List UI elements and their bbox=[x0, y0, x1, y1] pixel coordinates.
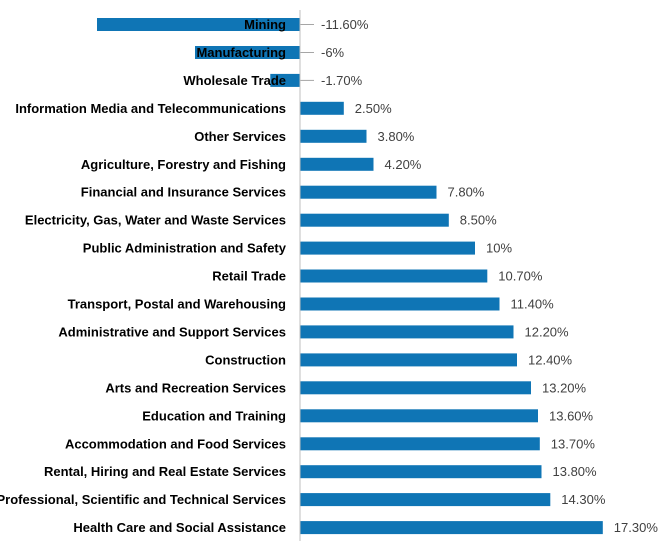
value-label-1: -6% bbox=[321, 45, 345, 60]
category-label-10: Transport, Postal and Warehousing bbox=[68, 297, 286, 312]
category-label-14: Education and Training bbox=[142, 408, 286, 423]
value-label-11: 12.20% bbox=[525, 324, 570, 339]
category-label-13: Arts and Recreation Services bbox=[105, 380, 286, 395]
bar-17 bbox=[300, 493, 551, 507]
category-label-11: Administrative and Support Services bbox=[58, 324, 286, 339]
category-label-2: Wholesale Trade bbox=[183, 73, 286, 88]
category-label-7: Electricity, Gas, Water and Waste Servic… bbox=[25, 213, 286, 228]
value-label-15: 13.70% bbox=[551, 436, 596, 451]
category-label-4: Other Services bbox=[194, 129, 286, 144]
value-label-7: 8.50% bbox=[460, 213, 497, 228]
value-label-5: 4.20% bbox=[385, 157, 422, 172]
bar-12 bbox=[300, 353, 517, 367]
value-label-4: 3.80% bbox=[378, 129, 415, 144]
value-labels-layer: -11.60% -6% -1.70% 2.50% 3.80% 4.20% 7.80% 8.50… bbox=[321, 17, 658, 535]
bar-15 bbox=[300, 437, 540, 451]
bar-14 bbox=[300, 409, 538, 423]
bar-3 bbox=[300, 101, 344, 115]
category-label-6: Financial and Insurance Services bbox=[81, 185, 286, 200]
category-label-16: Rental, Hiring and Real Estate Services bbox=[44, 464, 286, 479]
bar-11 bbox=[300, 325, 514, 339]
value-label-14: 13.60% bbox=[549, 408, 594, 423]
category-label-12: Construction bbox=[205, 352, 286, 367]
value-label-2: -1.70% bbox=[321, 73, 363, 88]
bar-10 bbox=[300, 297, 500, 311]
category-label-8: Public Administration and Safety bbox=[83, 241, 287, 256]
value-label-12: 12.40% bbox=[528, 352, 573, 367]
value-label-10: 11.40% bbox=[511, 297, 555, 312]
category-label-15: Accommodation and Food Services bbox=[65, 436, 286, 451]
bar-2 bbox=[270, 73, 301, 87]
value-label-8: 10% bbox=[486, 241, 512, 256]
value-label-0: -11.60% bbox=[321, 17, 369, 32]
value-label-9: 10.70% bbox=[498, 269, 543, 284]
category-label-5: Agriculture, Forestry and Fishing bbox=[81, 157, 286, 172]
value-label-18: 17.30% bbox=[614, 520, 659, 535]
bar-18 bbox=[300, 521, 603, 535]
category-labels-layer: Mining Manufacturing Wholesale Trade Inform… bbox=[0, 17, 287, 535]
bar-6 bbox=[300, 185, 437, 199]
bar-4 bbox=[300, 129, 367, 143]
leader-lines-layer bbox=[300, 24, 314, 81]
bar-5 bbox=[300, 157, 374, 171]
bar-16 bbox=[300, 465, 542, 479]
bar-9 bbox=[300, 269, 488, 283]
category-label-1: Manufacturing bbox=[196, 45, 286, 60]
category-label-9: Retail Trade bbox=[212, 269, 286, 284]
bar-7 bbox=[300, 213, 449, 227]
value-label-3: 2.50% bbox=[355, 101, 392, 116]
value-label-17: 14.30% bbox=[561, 492, 606, 507]
category-label-17: Professional, Scientific and Technical S… bbox=[0, 492, 286, 507]
bar-0 bbox=[97, 18, 300, 31]
bars-layer bbox=[97, 18, 603, 535]
bar-8 bbox=[300, 241, 475, 255]
category-label-0: Mining bbox=[244, 17, 286, 32]
category-label-3: Information Media and Telecommunications bbox=[15, 101, 286, 116]
value-label-6: 7.80% bbox=[448, 185, 485, 200]
value-label-13: 13.20% bbox=[542, 380, 587, 395]
bar-1 bbox=[195, 46, 300, 59]
category-label-18: Health Care and Social Assistance bbox=[73, 520, 286, 535]
bar-13 bbox=[300, 381, 531, 395]
value-label-16: 13.80% bbox=[553, 464, 598, 479]
